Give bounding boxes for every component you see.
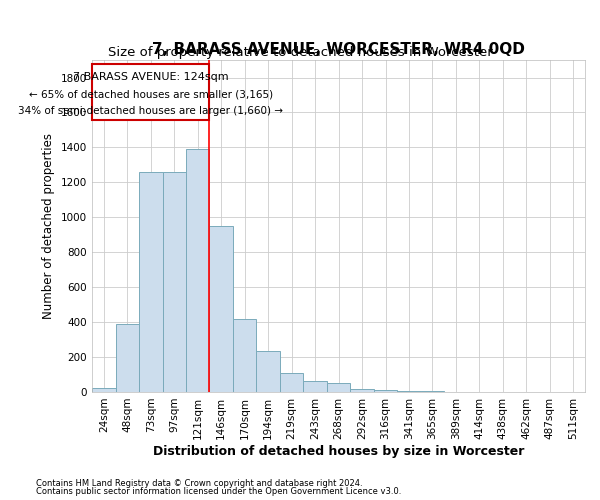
Bar	[116, 324, 139, 392]
Text: 34% of semi-detached houses are larger (1,660) →: 34% of semi-detached houses are larger (…	[19, 106, 283, 116]
Text: ← 65% of detached houses are smaller (3,165): ← 65% of detached houses are smaller (3,…	[29, 89, 273, 99]
Bar	[256, 351, 280, 392]
Text: Size of property relative to detached houses in Worcester: Size of property relative to detached ho…	[107, 46, 493, 59]
Text: 7 BARASS AVENUE: 124sqm: 7 BARASS AVENUE: 124sqm	[73, 72, 229, 82]
Bar	[139, 172, 163, 392]
Bar	[280, 372, 304, 392]
Bar	[304, 380, 327, 392]
Bar	[92, 64, 209, 120]
Bar	[397, 391, 421, 392]
Y-axis label: Number of detached properties: Number of detached properties	[43, 133, 55, 319]
Bar	[350, 390, 374, 392]
Text: Contains public sector information licensed under the Open Government Licence v3: Contains public sector information licen…	[36, 487, 401, 496]
Bar	[163, 172, 186, 392]
Bar	[92, 388, 116, 392]
Bar	[327, 383, 350, 392]
Bar	[209, 226, 233, 392]
Bar	[233, 318, 256, 392]
Bar	[374, 390, 397, 392]
Bar	[186, 149, 209, 392]
Title: 7, BARASS AVENUE, WORCESTER, WR4 0QD: 7, BARASS AVENUE, WORCESTER, WR4 0QD	[152, 42, 525, 58]
Text: Contains HM Land Registry data © Crown copyright and database right 2024.: Contains HM Land Registry data © Crown c…	[36, 479, 362, 488]
X-axis label: Distribution of detached houses by size in Worcester: Distribution of detached houses by size …	[153, 444, 524, 458]
